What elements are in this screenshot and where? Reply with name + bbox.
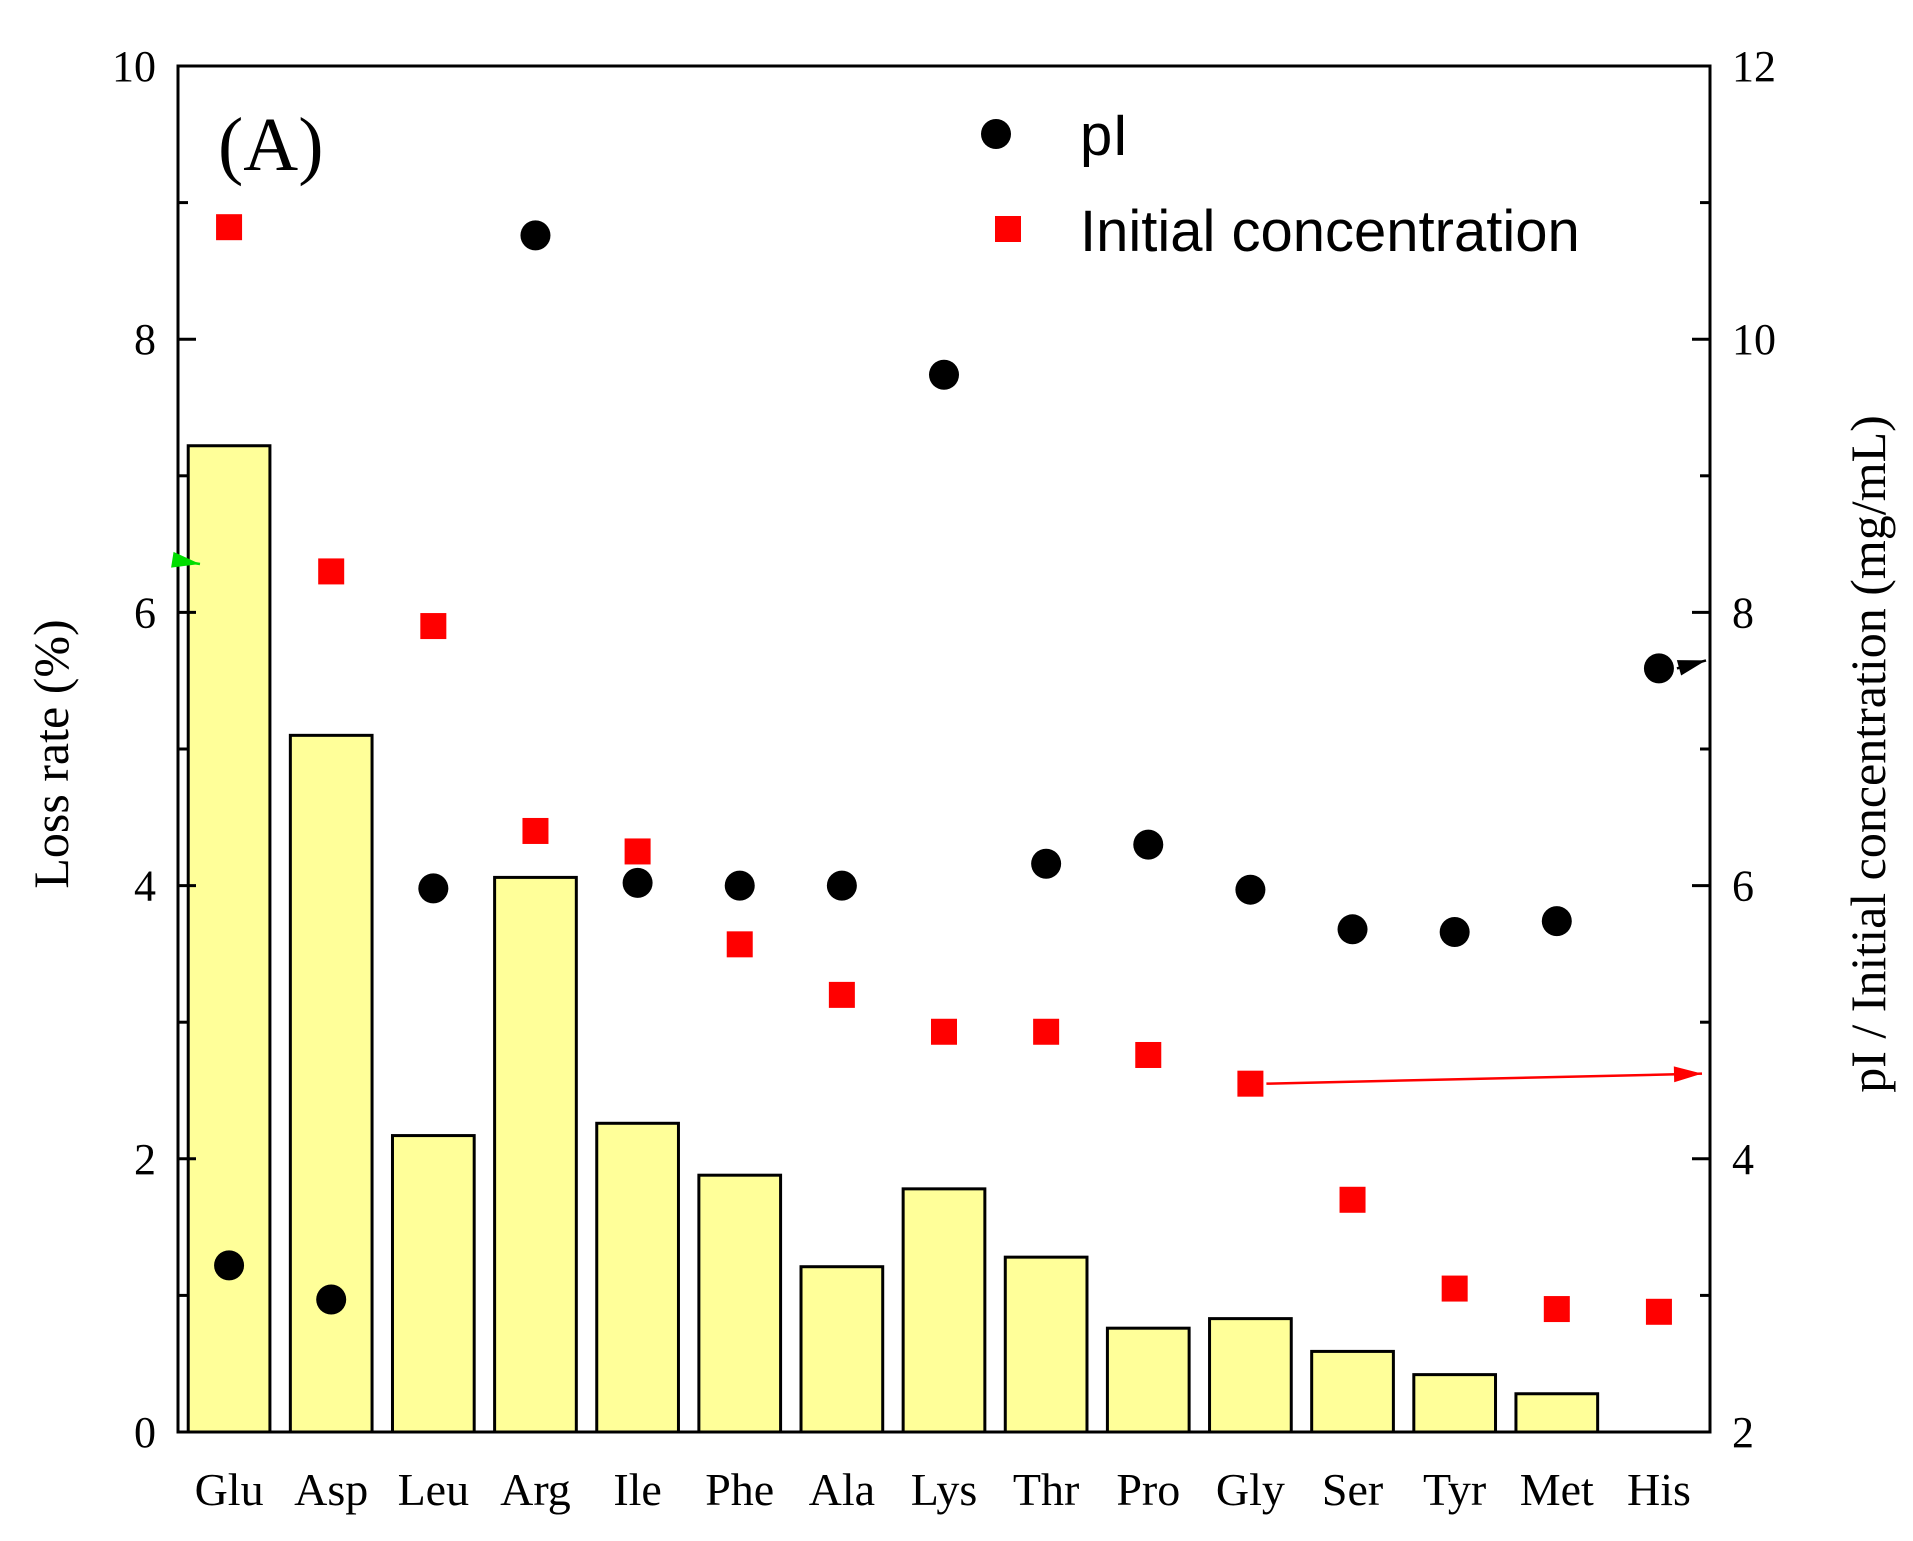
loss-rate-bar-ile: [595, 1121, 680, 1434]
concentration-point-asp: [318, 558, 345, 585]
pi-point-met: [1541, 906, 1572, 937]
category-label-met: Met: [1520, 1464, 1594, 1515]
loss-rate-bar-phe: [697, 1173, 783, 1434]
category-labels: Glu Asp Leu Arg Ile Phe Ala Lys Thr Pro Gly Ser Tyr M…: [195, 1464, 1691, 1515]
loss-rate-bars: [186, 444, 1600, 1434]
category-label-phe: Phe: [705, 1464, 774, 1515]
category-label-lys: Lys: [911, 1464, 977, 1515]
category-label-arg: Arg: [500, 1464, 571, 1515]
concentration-point-thr: [1033, 1018, 1060, 1045]
pi-point-lys: [929, 359, 959, 390]
category-label-gly: Gly: [1216, 1464, 1285, 1515]
category-label-pro: Pro: [1116, 1464, 1180, 1515]
loss-rate-bar-ala: [799, 1265, 885, 1434]
concentration-point-pro: [1135, 1041, 1162, 1068]
pi-point-asp: [316, 1284, 347, 1315]
loss-rate-bar-tyr: [1412, 1373, 1498, 1434]
pi-point-glu: [214, 1250, 245, 1281]
left-tick-label: 4: [134, 862, 156, 911]
category-label-glu: Glu: [195, 1464, 264, 1515]
category-label-asp: Asp: [294, 1464, 368, 1515]
pi-point-arg: [520, 220, 551, 251]
right-axis-ticks: 2 4 6 8 10 12: [1692, 42, 1776, 1457]
concentration-point-gly: [1237, 1070, 1264, 1097]
pi-point-his: [1643, 653, 1674, 684]
initial-concentration-series: [216, 214, 1672, 1325]
pi-point-gly: [1235, 874, 1266, 905]
concentration-point-arg: [522, 817, 549, 844]
loss-rate-bar-thr: [1003, 1255, 1089, 1434]
red-arrow-shaft: [1266, 1072, 1703, 1085]
concentration-point-ala: [828, 981, 855, 1008]
left-tick-label: 6: [134, 588, 156, 637]
loss-rate-bar-gly: [1208, 1317, 1293, 1434]
left-axis-ticks: 0 2 4 6 8 10: [112, 42, 196, 1457]
legend-pi-label: pI: [1080, 103, 1128, 168]
pi-point-pro: [1133, 829, 1164, 860]
pi-point-ser: [1337, 914, 1368, 945]
panel-label: (A): [218, 103, 324, 187]
right-tick-label: 12: [1732, 42, 1776, 91]
green-arrow-head: [171, 551, 200, 568]
pi-scatter-series: [214, 220, 1674, 1315]
left-tick-label: 10: [112, 42, 156, 91]
concentration-point-his: [1645, 1298, 1672, 1325]
concentration-point-ser: [1339, 1186, 1366, 1213]
left-axis-title: Loss rate (%): [23, 619, 79, 888]
concentration-point-leu: [420, 613, 447, 640]
loss-rate-bar-pro: [1105, 1326, 1191, 1434]
concentration-point-glu: [216, 214, 243, 241]
left-tick-label: 8: [134, 315, 156, 364]
right-tick-label: 6: [1732, 862, 1754, 911]
red-arrow-head: [1673, 1066, 1702, 1083]
category-label-tyr: Tyr: [1423, 1464, 1486, 1515]
loss-rate-bar-lys: [901, 1187, 987, 1434]
loss-rate-bar-met: [1514, 1392, 1600, 1434]
concentration-point-ile: [624, 838, 651, 865]
pi-point-ala: [826, 870, 857, 901]
right-tick-label: 4: [1732, 1135, 1754, 1184]
pi-point-leu: [418, 873, 449, 904]
legend-concentration-label: Initial concentration: [1080, 199, 1580, 264]
concentration-point-met: [1543, 1296, 1570, 1323]
left-tick-label: 0: [134, 1408, 156, 1457]
black-arrow-head: [1676, 660, 1706, 676]
left-tick-label: 2: [134, 1135, 156, 1184]
category-label-thr: Thr: [1013, 1464, 1079, 1515]
loss-rate-bar-leu: [390, 1134, 476, 1434]
right-axis-title: pI / Initial concentration (mg/mL): [1840, 415, 1896, 1093]
category-label-leu: Leu: [398, 1464, 470, 1515]
legend-pi-marker: [981, 119, 1011, 149]
category-label-ile: Ile: [613, 1464, 662, 1515]
right-tick-label: 10: [1732, 315, 1776, 364]
loss-rate-bar-asp: [288, 733, 374, 1434]
pi-point-phe: [724, 870, 755, 901]
pi-point-tyr: [1439, 917, 1470, 948]
legend-concentration-marker: [995, 216, 1021, 242]
right-tick-label: 8: [1732, 588, 1754, 637]
category-label-his: His: [1627, 1464, 1691, 1515]
legend: pI Initial concentration: [981, 103, 1580, 264]
right-tick-label: 2: [1732, 1408, 1754, 1457]
concentration-point-tyr: [1441, 1275, 1468, 1302]
category-label-ala: Ala: [809, 1464, 875, 1515]
concentration-point-phe: [726, 931, 753, 958]
pi-point-thr: [1031, 848, 1062, 879]
loss-rate-bar-arg: [493, 875, 578, 1434]
loss-rate-bar-ser: [1310, 1349, 1395, 1434]
concentration-point-lys: [931, 1018, 957, 1045]
pi-point-ile: [622, 867, 653, 898]
loss-rate-bar-glu: [186, 444, 272, 1434]
axis-arrows: [171, 551, 1707, 1085]
category-label-ser: Ser: [1322, 1464, 1383, 1515]
